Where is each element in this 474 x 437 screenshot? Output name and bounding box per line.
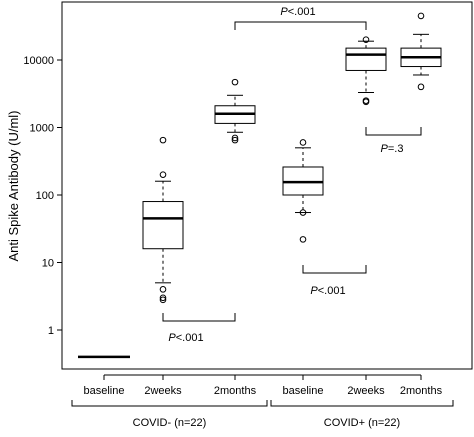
outlier-point xyxy=(299,209,307,216)
outlier-point xyxy=(231,136,239,144)
x-tick-label: baseline xyxy=(84,385,125,397)
outlier-point xyxy=(159,294,167,302)
comparison-bracket xyxy=(234,21,367,30)
outlier-point xyxy=(159,286,167,293)
group-label: COVID- (n=22) xyxy=(133,417,207,429)
plot-frame xyxy=(61,1,473,370)
outlier-point xyxy=(159,136,167,144)
x-tick-label: 2weeks xyxy=(144,385,182,397)
outlier-point xyxy=(417,12,425,20)
y-tick-label: 1 xyxy=(48,325,54,337)
group-bracket xyxy=(71,400,268,407)
comparison-bracket xyxy=(302,265,367,274)
p-value-label: P=.3 xyxy=(381,143,404,155)
outlier-point xyxy=(231,134,239,142)
y-tick-label: 100 xyxy=(36,190,54,202)
p-value-label: P<.001 xyxy=(280,6,315,18)
boxes xyxy=(78,12,442,359)
box xyxy=(345,47,387,71)
x-tick-label: 2weeks xyxy=(347,385,385,397)
outlier-point xyxy=(231,78,239,86)
y-tick-label: 10 xyxy=(42,258,54,270)
y-tick-label: 1000 xyxy=(30,123,54,135)
outlier-point xyxy=(299,236,307,243)
group-label: COVID+ (n=22) xyxy=(324,417,400,429)
outlier-point xyxy=(159,171,167,178)
comparison-bracket xyxy=(365,127,422,136)
comparison-brackets: P<.001 P<.001 P=.3 P<.001 xyxy=(162,6,422,344)
outlier-point xyxy=(362,36,370,43)
outlier-point xyxy=(362,98,370,106)
outlier-point xyxy=(159,296,167,304)
y-tick-label: 10000 xyxy=(23,55,54,67)
x-axis: baseline 2weeks 2months baseline 2weeks 2mont… xyxy=(71,374,454,429)
p-value-label: P<.001 xyxy=(310,285,345,297)
box xyxy=(142,201,184,250)
x-tick-label: 2months xyxy=(214,385,257,397)
y-axis-label: Anti Spike Antibody (U/ml) xyxy=(6,110,21,261)
outlier-point xyxy=(417,83,425,91)
x-tick-label: baseline xyxy=(283,385,324,397)
x-tick-label: 2months xyxy=(400,385,443,397)
group-bracket xyxy=(270,400,454,407)
comparison-bracket xyxy=(162,313,236,322)
p-value-label: P<.001 xyxy=(168,332,203,344)
y-axis: 1 10 100 1000 10000 xyxy=(23,55,62,337)
outlier-point xyxy=(299,139,307,146)
